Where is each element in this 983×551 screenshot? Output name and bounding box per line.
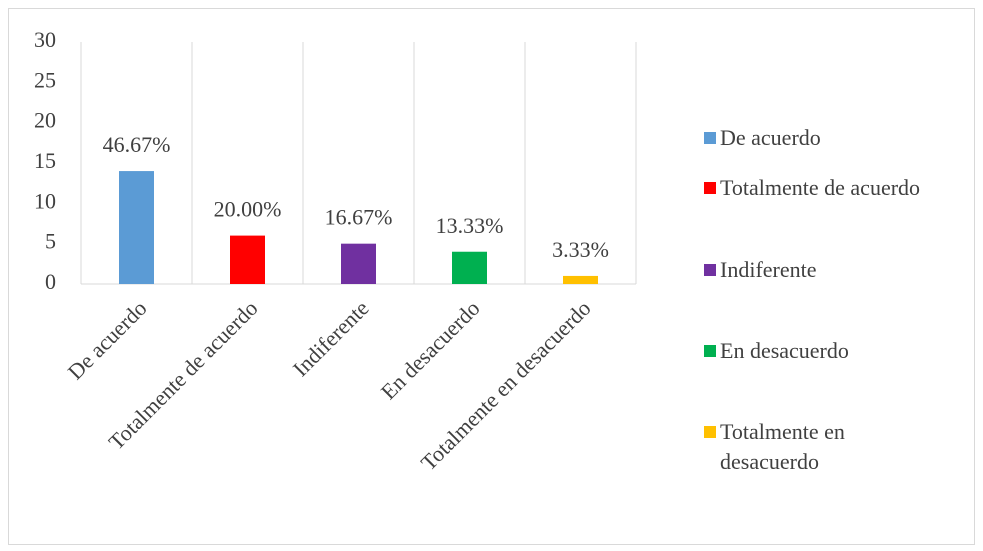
- y-tick-label: 5: [45, 229, 56, 254]
- legend-swatch: [704, 182, 716, 194]
- bar: [563, 275, 598, 284]
- y-tick-label: 20: [34, 108, 56, 133]
- y-tick-label: 25: [34, 67, 56, 92]
- bar: [119, 171, 154, 284]
- bar: [452, 251, 487, 284]
- data-label: 20.00%: [214, 197, 282, 222]
- data-label: 16.67%: [325, 205, 393, 230]
- legend-entry: En desacuerdo: [704, 336, 974, 366]
- y-tick-label: 0: [45, 269, 56, 294]
- legend-label: Indiferente: [720, 257, 817, 282]
- y-tick-label: 15: [34, 148, 56, 173]
- legend-label: De acuerdo: [720, 125, 821, 150]
- bar: [230, 235, 265, 284]
- bar: [341, 243, 376, 284]
- y-tick-label: 30: [34, 27, 56, 52]
- legend-swatch: [704, 132, 716, 144]
- legend-entry: Indiferente: [704, 255, 974, 285]
- legend-swatch: [704, 264, 716, 276]
- chart-border: [8, 8, 975, 545]
- legend-label: Totalmente de acuerdo: [720, 175, 921, 200]
- legend-entry: Totalmente de acuerdo: [704, 173, 974, 203]
- legend-label: Totalmente en desacuerdo: [720, 419, 845, 474]
- legend-entry: Totalmente en desacuerdo: [704, 417, 974, 477]
- legend-swatch: [704, 345, 716, 357]
- y-tick-label: 10: [34, 188, 56, 213]
- legend-swatch: [704, 426, 716, 438]
- legend-entry: De acuerdo: [704, 123, 974, 153]
- data-label: 13.33%: [436, 213, 504, 238]
- legend-label: En desacuerdo: [720, 338, 849, 363]
- data-label: 3.33%: [552, 237, 609, 262]
- data-label: 46.67%: [103, 132, 171, 157]
